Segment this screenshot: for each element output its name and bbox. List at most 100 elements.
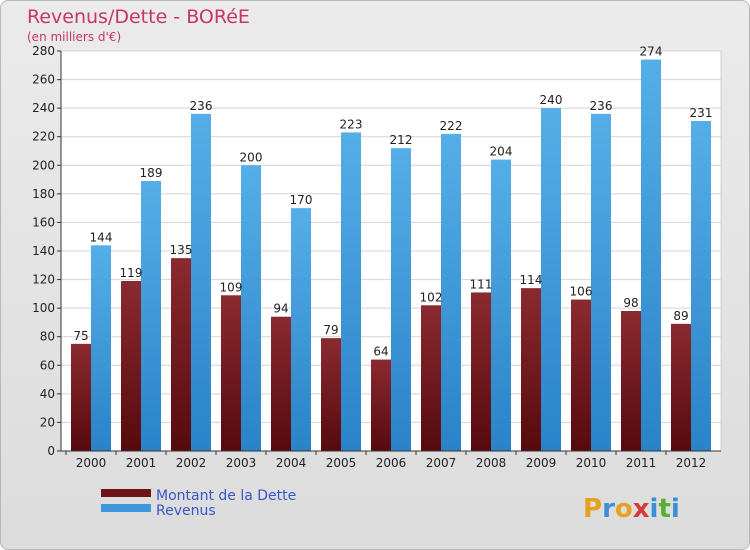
value-label: 222 xyxy=(440,119,463,133)
x-tick-label: 2008 xyxy=(476,456,507,470)
y-tick-label: 220 xyxy=(32,130,55,144)
bar-dette xyxy=(271,316,291,451)
bar-dette xyxy=(521,288,541,451)
y-tick-label: 160 xyxy=(32,215,55,229)
y-tick-label: 240 xyxy=(32,101,55,115)
bar-revenus xyxy=(91,245,111,451)
x-tick-label: 2009 xyxy=(526,456,557,470)
value-label: 274 xyxy=(640,45,663,59)
value-label: 135 xyxy=(170,243,193,257)
x-tick-label: 2005 xyxy=(326,456,357,470)
value-label: 236 xyxy=(590,99,613,113)
x-tick-label: 2006 xyxy=(376,456,407,470)
y-tick-label: 200 xyxy=(32,158,55,172)
bar-revenus xyxy=(591,113,611,451)
x-tick-label: 2007 xyxy=(426,456,457,470)
value-label: 106 xyxy=(570,285,593,299)
value-label: 240 xyxy=(540,93,563,107)
value-label: 170 xyxy=(290,193,313,207)
value-label: 111 xyxy=(470,277,493,291)
x-tick-label: 2012 xyxy=(676,456,707,470)
value-labels: 75 144 119 189 135 236 109 200 94 170 79 223 64 212 10… xyxy=(73,45,712,359)
x-tick-label: 2011 xyxy=(626,456,657,470)
value-label: 212 xyxy=(390,133,413,147)
bars-group xyxy=(71,59,711,452)
x-axis-ticks: 2000 2001 2002 2003 2004 2005 2006 2007 2008 2009… xyxy=(65,451,707,470)
bar-revenus xyxy=(341,132,361,451)
x-tick-label: 2000 xyxy=(76,456,107,470)
bar-revenus xyxy=(491,159,511,452)
value-label: 119 xyxy=(120,266,143,280)
bar-revenus xyxy=(691,121,711,451)
chart-subtitle: (en milliers d'€) xyxy=(27,30,121,44)
y-tick-label: 0 xyxy=(47,444,55,458)
bar-dette xyxy=(471,292,491,451)
legend-swatch-revenus xyxy=(101,504,151,512)
y-tick-label: 280 xyxy=(32,44,55,58)
bar-revenus xyxy=(191,113,211,451)
y-tick-label: 60 xyxy=(40,358,55,372)
logo-letter: t xyxy=(658,494,670,524)
value-label: 200 xyxy=(240,150,263,164)
bar-revenus xyxy=(241,165,261,452)
y-tick-label: 140 xyxy=(32,244,55,258)
bar-dette xyxy=(121,281,141,451)
proxiti-logo: Proxiti xyxy=(583,494,680,524)
logo-letter: i xyxy=(671,494,680,524)
y-tick-label: 20 xyxy=(40,415,55,429)
logo-letter: i xyxy=(650,494,659,524)
x-tick-label: 2004 xyxy=(276,456,307,470)
bar-dette xyxy=(671,323,691,451)
bar-dette xyxy=(171,258,191,451)
bar-dette xyxy=(621,311,641,451)
bar-dette xyxy=(221,295,241,451)
value-label: 236 xyxy=(190,99,213,113)
logo-letter: x xyxy=(633,494,650,524)
y-tick-label: 120 xyxy=(32,273,55,287)
x-tick-label: 2010 xyxy=(576,456,607,470)
value-label: 79 xyxy=(323,323,338,337)
value-label: 75 xyxy=(73,329,88,343)
value-label: 114 xyxy=(520,273,543,287)
y-tick-label: 80 xyxy=(40,330,55,344)
bar-dette xyxy=(321,338,341,451)
legend-label-revenus: Revenus xyxy=(156,503,216,519)
x-tick-label: 2002 xyxy=(176,456,207,470)
value-label: 144 xyxy=(90,230,113,244)
x-tick-label: 2001 xyxy=(126,456,157,470)
logo-letter: r xyxy=(602,494,615,524)
bar-revenus xyxy=(291,208,311,451)
bar-revenus xyxy=(391,148,411,451)
bar-dette xyxy=(571,299,591,451)
value-label: 109 xyxy=(220,280,243,294)
value-label: 189 xyxy=(140,166,163,180)
bar-revenus xyxy=(441,133,461,451)
bar-revenus xyxy=(141,181,161,451)
value-label: 231 xyxy=(690,106,713,120)
value-label: 89 xyxy=(673,309,688,323)
value-label: 102 xyxy=(420,290,443,304)
y-tick-label: 40 xyxy=(40,387,55,401)
y-tick-label: 100 xyxy=(32,301,55,315)
logo-letter: o xyxy=(615,494,633,524)
legend-swatch-debt xyxy=(101,489,151,497)
y-axis-ticks: 0 20 40 60 80 100 120 140 160 180 200 220 240 260 280 xyxy=(32,44,61,458)
bar-dette xyxy=(71,343,91,451)
y-tick-label: 260 xyxy=(32,73,55,87)
legend: Montant de la Dette Revenus xyxy=(101,488,296,519)
value-label: 94 xyxy=(273,302,288,316)
chart-title: Revenus/Dette - BORéE xyxy=(27,6,250,28)
value-label: 98 xyxy=(623,296,638,310)
bar-revenus xyxy=(541,108,561,452)
value-label: 64 xyxy=(373,345,388,359)
bar-dette xyxy=(371,359,391,451)
y-tick-label: 180 xyxy=(32,187,55,201)
legend-label-debt: Montant de la Dette xyxy=(156,488,296,504)
logo-letter: P xyxy=(583,494,602,524)
bar-revenus xyxy=(641,59,661,451)
value-label: 204 xyxy=(490,145,513,159)
value-label: 223 xyxy=(340,117,363,131)
bar-dette xyxy=(421,305,441,451)
